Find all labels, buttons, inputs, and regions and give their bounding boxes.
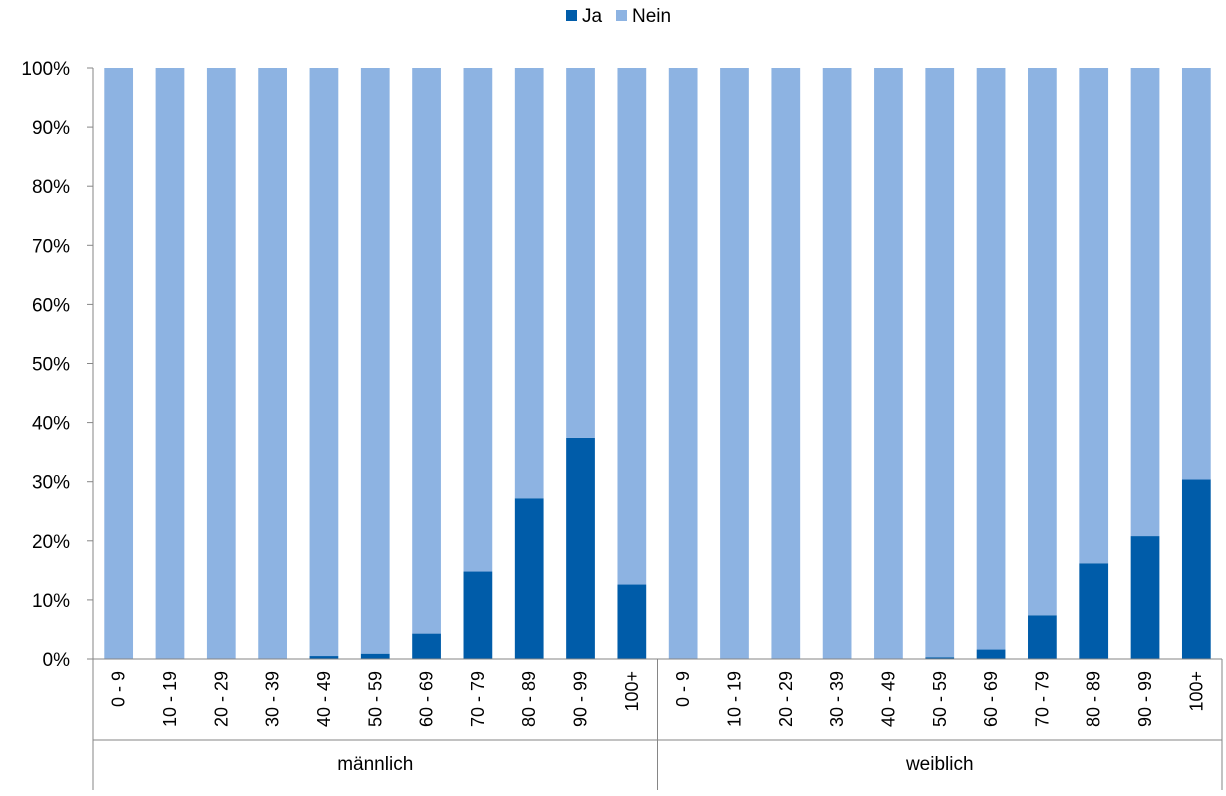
y-tick-label: 100% xyxy=(21,59,70,80)
bar-ja-6 xyxy=(412,633,441,659)
y-tick-label: 70% xyxy=(32,236,70,257)
bar-nein-5 xyxy=(360,68,390,654)
bar-ja-19 xyxy=(1079,563,1109,659)
bar-nein-16 xyxy=(925,68,955,658)
y-axis: 0% 10% 20% 30% 40% 50% 60% 70% 80% 90% 100% xyxy=(21,59,94,671)
bar-ja-21 xyxy=(1181,479,1211,659)
x-tick-label: 30 - 39 xyxy=(827,671,847,727)
y-tick-label: 30% xyxy=(32,473,70,494)
y-tick-label: 10% xyxy=(32,591,70,612)
bar-nein-13 xyxy=(771,68,801,659)
bar-nein-8 xyxy=(514,68,544,499)
x-tick-label: 90 - 99 xyxy=(571,671,591,727)
x-tick-label: 80 - 89 xyxy=(519,671,539,727)
x-tick-label: 10 - 19 xyxy=(724,671,744,727)
bar-nein-20 xyxy=(1130,68,1160,537)
x-axis: 0 - 9 10 - 19 20 - 29 30 - 39 40 - 49 50 - 59… xyxy=(92,658,1223,790)
bar-nein-21 xyxy=(1181,68,1211,480)
x-tick-label: 0 - 9 xyxy=(109,671,129,707)
x-tick-label: 100+ xyxy=(1186,671,1206,712)
bar-nein-12 xyxy=(720,68,749,659)
group-label-1: weiblich xyxy=(905,754,974,775)
x-tick-label: 60 - 69 xyxy=(981,671,1001,727)
bar-ja-4 xyxy=(309,656,339,659)
bar-nein-19 xyxy=(1079,68,1109,564)
bar-ja-17 xyxy=(976,649,1006,659)
x-tick-label: 20 - 29 xyxy=(776,671,796,727)
bar-nein-14 xyxy=(822,68,852,659)
bar-ja-5 xyxy=(360,653,390,659)
x-tick-label: 50 - 59 xyxy=(365,671,385,727)
x-tick-label: 40 - 49 xyxy=(878,671,898,727)
x-tick-label: 70 - 79 xyxy=(1032,671,1052,727)
bar-nein-6 xyxy=(412,68,441,634)
bar-nein-17 xyxy=(976,68,1006,650)
bars xyxy=(104,68,1211,659)
bar-ja-9 xyxy=(566,437,595,659)
y-tick-label: 60% xyxy=(32,295,70,316)
y-tick-label: 90% xyxy=(32,118,70,139)
x-tick-label: 90 - 99 xyxy=(1135,671,1155,727)
bar-ja-8 xyxy=(514,498,544,659)
x-tick-label: 80 - 89 xyxy=(1084,671,1104,727)
bar-ja-16 xyxy=(925,657,955,659)
legend: Ja Nein xyxy=(566,6,671,27)
bar-ja-20 xyxy=(1130,536,1160,659)
x-tick-label: 10 - 19 xyxy=(160,671,180,727)
group-label-0: männlich xyxy=(337,754,413,775)
y-tick-label: 50% xyxy=(32,355,70,376)
y-tick-label: 20% xyxy=(32,532,70,553)
bar-nein-4 xyxy=(309,68,339,657)
legend-swatch-0 xyxy=(566,10,577,21)
bar-nein-18 xyxy=(1028,68,1057,616)
x-tick-label: 0 - 9 xyxy=(673,671,693,707)
y-tick-label: 80% xyxy=(32,177,70,198)
bar-nein-1 xyxy=(155,68,185,659)
bar-nein-9 xyxy=(566,68,595,438)
bar-nein-0 xyxy=(104,68,134,659)
x-tick-label: 20 - 29 xyxy=(211,671,231,727)
bar-nein-10 xyxy=(617,68,647,585)
x-tick-label: 60 - 69 xyxy=(417,671,437,727)
legend-label-0: Ja xyxy=(582,6,603,27)
y-tick-label: 40% xyxy=(32,414,70,435)
bar-nein-15 xyxy=(874,68,903,659)
bar-nein-7 xyxy=(463,68,493,572)
bar-nein-2 xyxy=(206,68,236,659)
x-tick-label: 40 - 49 xyxy=(314,671,334,727)
bar-ja-18 xyxy=(1028,615,1057,659)
bar-nein-3 xyxy=(258,68,287,659)
bar-nein-11 xyxy=(668,68,698,659)
bar-ja-7 xyxy=(463,571,493,659)
y-tick-label: 0% xyxy=(43,650,71,671)
x-tick-label: 100+ xyxy=(622,671,642,712)
x-tick-label: 50 - 59 xyxy=(930,671,950,727)
x-tick-label: 70 - 79 xyxy=(468,671,488,727)
x-tick-label: 30 - 39 xyxy=(263,671,283,727)
legend-swatch-1 xyxy=(616,10,627,21)
legend-label-1: Nein xyxy=(632,6,671,27)
bar-ja-10 xyxy=(617,584,647,659)
